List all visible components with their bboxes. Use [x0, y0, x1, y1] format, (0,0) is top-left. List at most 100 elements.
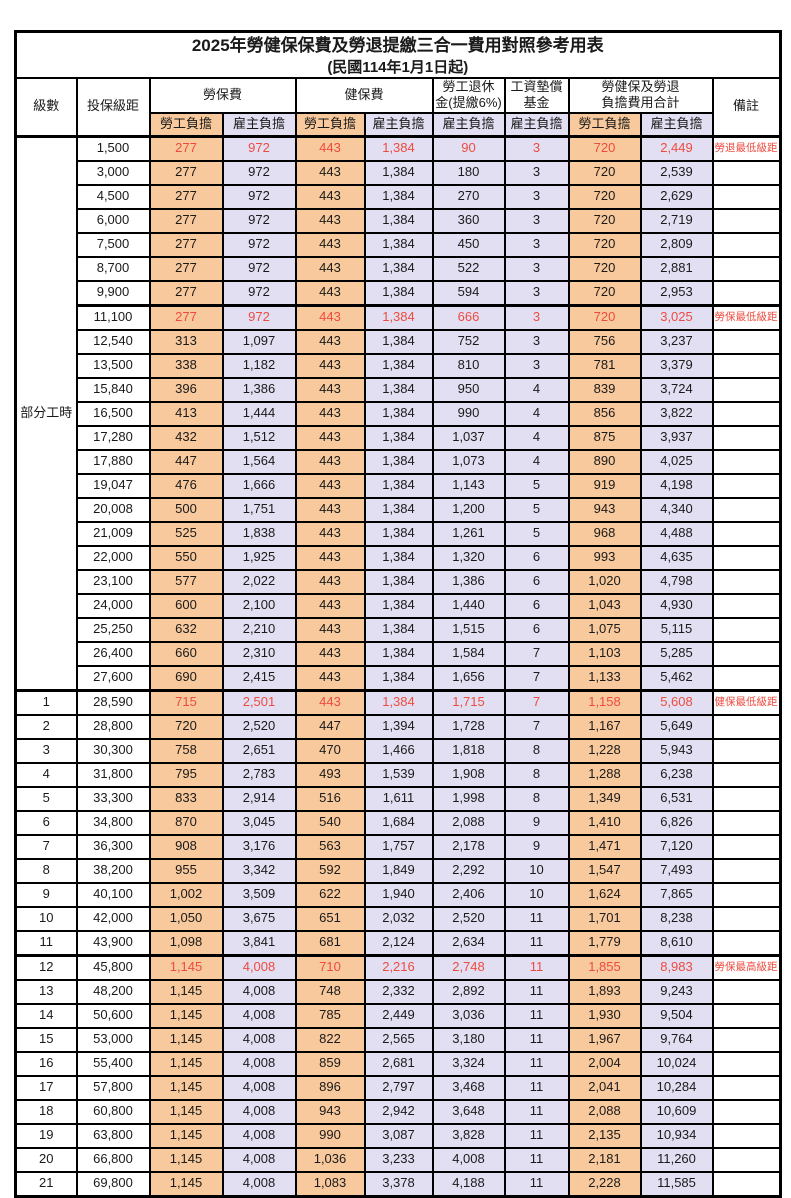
pension-employer-cell: 3,180: [431, 1026, 506, 1053]
table-row: 7,500 277 972 443 1,384 450 3 720 2,809: [16, 231, 781, 258]
pension-employer-cell: 2,748: [431, 953, 506, 981]
health-insurance-employee-cell: 785: [294, 1002, 366, 1029]
pension-employer-cell: 666: [431, 303, 506, 331]
pension-employer-cell: 180: [431, 159, 506, 186]
labor-insurance-employee-cell: 1,145: [148, 1146, 224, 1173]
total-employer-cell: 2,809: [639, 231, 714, 258]
health-insurance-employee-cell: 443: [294, 544, 366, 571]
labor-insurance-employee-cell: 432: [148, 424, 224, 451]
labor-insurance-employer-cell: 972: [221, 255, 297, 282]
table-row: 23,100 577 2,022 443 1,384 1,386 6 1,020 4,798: [16, 568, 781, 595]
bracket-cell: 42,000: [75, 905, 151, 932]
total-employee-cell: 720: [567, 207, 642, 234]
header-bracket: 投保級距: [75, 76, 151, 137]
bracket-cell: 21,009: [75, 520, 151, 547]
health-insurance-employee-cell: 443: [294, 303, 366, 331]
health-insurance-employee-cell: 443: [294, 255, 366, 282]
health-insurance-employer-cell: 1,384: [363, 640, 434, 667]
total-employee-cell: 1,855: [567, 953, 642, 981]
wage-fund-employer-cell: 6: [503, 592, 570, 619]
remark-cell: [711, 1074, 781, 1101]
health-insurance-employee-cell: 748: [294, 978, 366, 1005]
remark-cell: [711, 785, 781, 812]
table-row: 部分工時 1,500 277 972 443 1,384 90 3 720 2,449 勞退最低級距: [14, 134, 781, 691]
pension-employer-cell: 3,828: [431, 1122, 506, 1149]
remark-cell: [711, 809, 781, 836]
health-insurance-employer-cell: 2,797: [363, 1074, 434, 1101]
remark-cell: [711, 905, 781, 932]
remark-cell: [711, 520, 781, 547]
level-cell: 17: [14, 1074, 78, 1101]
pension-employer-cell: 1,386: [431, 568, 506, 595]
total-employee-cell: 1,893: [567, 978, 642, 1005]
level-cell: 14: [14, 1002, 78, 1029]
health-insurance-employer-cell: 1,849: [363, 857, 434, 884]
total-employee-cell: 1,624: [567, 881, 642, 908]
total-employer-cell: 3,237: [639, 328, 714, 355]
pension-employer-cell: 2,406: [431, 881, 506, 908]
remark-cell: [711, 472, 781, 499]
total-employer-cell: 3,724: [639, 376, 714, 403]
bracket-cell: 27,600: [75, 664, 151, 691]
total-employer-cell: 10,024: [639, 1050, 714, 1077]
health-insurance-employee-cell: 622: [294, 881, 366, 908]
labor-insurance-employee-cell: 277: [148, 255, 224, 282]
health-insurance-employer-cell: 1,384: [363, 159, 434, 186]
health-insurance-employer-cell: 2,449: [363, 1002, 434, 1029]
wage-fund-employer-cell: 10: [503, 881, 570, 908]
level-cell: 2: [14, 713, 78, 740]
remark-cell: [711, 616, 781, 643]
wage-fund-employer-cell: 11: [503, 1122, 570, 1149]
labor-insurance-employee-cell: 1,145: [148, 1026, 224, 1053]
pension-employer-cell: 2,520: [431, 905, 506, 932]
bracket-cell: 69,800: [75, 1170, 151, 1197]
labor-insurance-employee-cell: 396: [148, 376, 224, 403]
total-employee-cell: 756: [567, 328, 642, 355]
pension-employer-cell: 4,188: [431, 1170, 506, 1197]
wage-fund-employer-cell: 3: [503, 255, 570, 282]
wage-fund-employer-cell: 9: [503, 833, 570, 860]
table-row: 4,500 277 972 443 1,384 270 3 720 2,629: [16, 183, 781, 210]
labor-insurance-employee-cell: 833: [148, 785, 224, 812]
header-total-employer: 雇主負擔: [639, 111, 714, 137]
pension-employer-cell: 270: [431, 183, 506, 210]
header-group-row: 級數 投保級距 勞保費 健保費 勞工退休 金(提繳6%) 工資墊償 基金 勞健保…: [14, 76, 781, 137]
wage-fund-employer-cell: 4: [503, 448, 570, 475]
total-employee-cell: 839: [567, 376, 642, 403]
total-employee-cell: 720: [567, 303, 642, 331]
total-employer-cell: 7,493: [639, 857, 714, 884]
health-insurance-employee-cell: 470: [294, 737, 366, 764]
total-employer-cell: 6,238: [639, 761, 714, 788]
labor-insurance-employer-cell: 4,008: [221, 1170, 297, 1197]
remark-cell: 勞保最低級距: [711, 303, 781, 331]
pension-employer-cell: 1,320: [431, 544, 506, 571]
wage-fund-employer-cell: 10: [503, 857, 570, 884]
table-row: 2 28,800 720 2,520 447 1,394 1,728 7 1,167 5,649: [14, 713, 781, 740]
total-employee-cell: 1,133: [567, 664, 642, 691]
total-employee-cell: 1,410: [567, 809, 642, 836]
labor-insurance-employee-cell: 413: [148, 400, 224, 427]
labor-insurance-employer-cell: 2,100: [221, 592, 297, 619]
level-cell: 13: [14, 978, 78, 1005]
table-row: 22,000 550 1,925 443 1,384 1,320 6 993 4,635: [16, 544, 781, 571]
bracket-cell: 13,500: [75, 352, 151, 379]
wage-fund-employer-cell: 3: [503, 207, 570, 234]
total-employer-cell: 7,120: [639, 833, 714, 860]
total-employer-cell: 4,488: [639, 520, 714, 547]
health-insurance-employer-cell: 1,384: [363, 400, 434, 427]
total-employer-cell: 8,983: [639, 953, 714, 981]
labor-insurance-employer-cell: 4,008: [221, 1122, 297, 1149]
bracket-cell: 40,100: [75, 881, 151, 908]
labor-insurance-employee-cell: 313: [148, 328, 224, 355]
health-insurance-employer-cell: 1,384: [363, 207, 434, 234]
labor-insurance-employee-cell: 277: [148, 279, 224, 306]
bracket-cell: 45,800: [75, 953, 151, 981]
health-insurance-employee-cell: 540: [294, 809, 366, 836]
total-employer-cell: 2,629: [639, 183, 714, 210]
table-row: 17 57,800 1,145 4,008 896 2,797 3,468 11 2,041 10…: [14, 1074, 781, 1101]
wage-fund-employer-cell: 7: [503, 688, 570, 716]
remark-cell: [711, 713, 781, 740]
bracket-cell: 48,200: [75, 978, 151, 1005]
level-cell: 10: [14, 905, 78, 932]
health-insurance-employer-cell: 1,384: [363, 568, 434, 595]
